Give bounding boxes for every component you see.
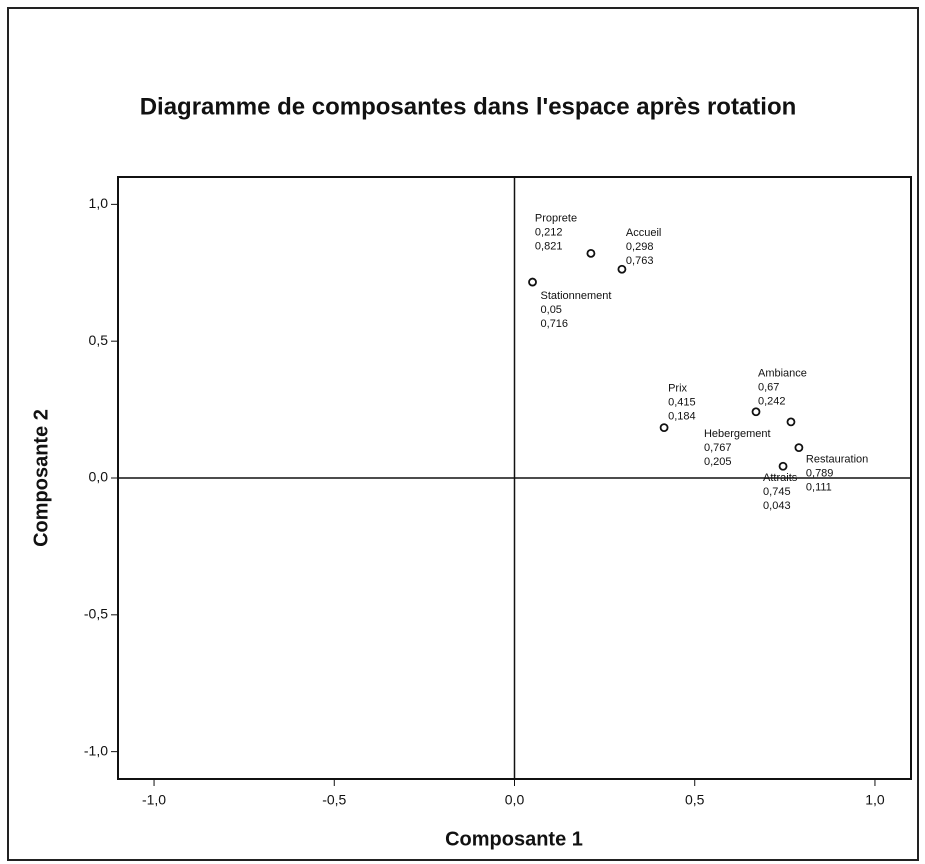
point xyxy=(528,277,537,287)
point-label: Stationnement xyxy=(541,290,612,302)
point-label: 0,821 xyxy=(535,240,563,252)
point-label: 0,242 xyxy=(758,396,786,408)
y-tick-label: -0,5 xyxy=(84,606,108,622)
point xyxy=(778,461,788,471)
point-label: Hebergement xyxy=(704,428,771,440)
point-label: 0,67 xyxy=(758,382,779,394)
x-axis-label: Composante 1 xyxy=(445,828,583,850)
x-tick-label: 0,0 xyxy=(505,792,525,808)
point-label: 0,184 xyxy=(668,411,696,423)
point xyxy=(751,407,761,417)
point-label: 0,205 xyxy=(704,456,732,468)
frame xyxy=(7,7,919,861)
point xyxy=(586,248,596,258)
point-label: Attraits xyxy=(763,472,798,484)
point xyxy=(786,417,796,427)
point xyxy=(617,264,627,274)
point xyxy=(659,423,669,433)
point-label: Proprete xyxy=(535,212,577,224)
y-tick-label: 0,5 xyxy=(89,332,109,348)
point-label: 0,415 xyxy=(668,397,696,409)
point-label: 0,789 xyxy=(806,468,834,480)
point xyxy=(794,443,804,453)
point-label: 0,05 xyxy=(541,304,562,316)
point-label: 0,212 xyxy=(535,226,563,238)
point-label: 0,745 xyxy=(763,486,791,498)
y-tick-label: 0,0 xyxy=(89,469,109,485)
x-tick-label: 1,0 xyxy=(865,792,885,808)
point-label: 0,298 xyxy=(626,241,654,253)
x-tick-label: 0,5 xyxy=(685,792,705,808)
point-label: Ambiance xyxy=(758,368,807,380)
y-tick-label: 1,0 xyxy=(89,195,109,211)
point-label: Restauration xyxy=(806,454,868,466)
point-label: 0,111 xyxy=(806,482,832,494)
y-tick-label: -1,0 xyxy=(84,742,108,758)
x-tick-label: -1,0 xyxy=(142,792,166,808)
point-label: 0,767 xyxy=(704,442,732,454)
y-axis-label: Composante 2 xyxy=(30,409,52,547)
point-label: 0,763 xyxy=(626,255,654,267)
point-label: 0,043 xyxy=(763,500,791,512)
point-label: 0,716 xyxy=(541,318,569,330)
chart-title: Diagramme de composantes dans l'espace a… xyxy=(140,93,797,120)
point-label: Accueil xyxy=(626,227,661,239)
point-label: Prix xyxy=(668,383,687,395)
x-tick-label: -0,5 xyxy=(322,792,346,808)
